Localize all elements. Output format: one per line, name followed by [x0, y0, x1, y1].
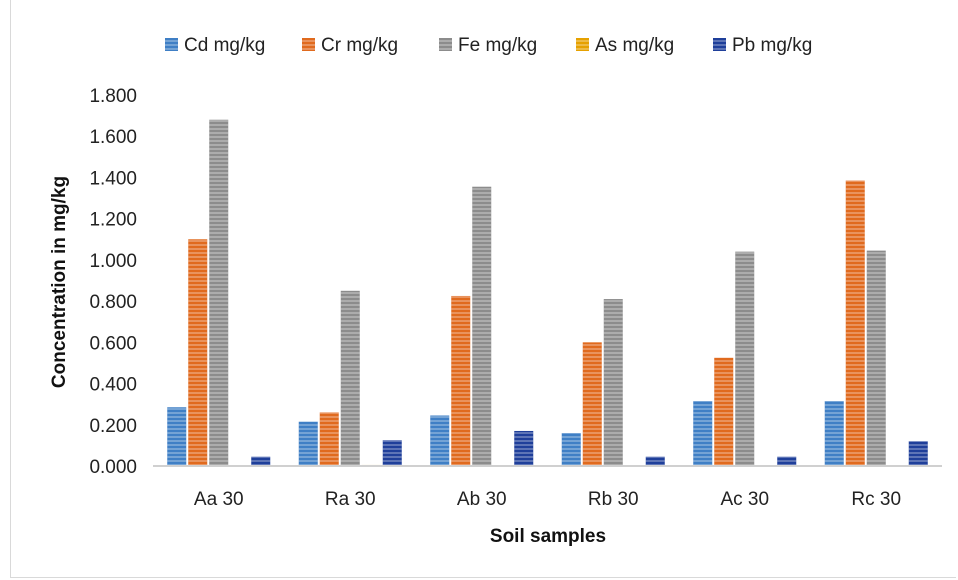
bar — [714, 357, 734, 466]
bar-stripes — [209, 119, 229, 466]
bar-stripes — [430, 415, 450, 466]
y-tick-label: 1.600 — [89, 127, 137, 148]
bar — [735, 251, 755, 466]
bar — [845, 180, 865, 466]
legend-label: Cr mg/kg — [321, 35, 398, 56]
legend-item: Cr mg/kg — [302, 35, 398, 56]
y-tick-label: 0.400 — [89, 375, 137, 396]
legend: Cd mg/kg Cr mg/kg Fe mg/kg As mg/kg Pb mg/kg — [165, 35, 812, 56]
bar-stripes — [582, 342, 602, 466]
bar — [603, 299, 623, 466]
bar-stripes — [777, 456, 797, 466]
y-tick-label: 0.800 — [89, 292, 137, 313]
x-tick-label: Ac 30 — [720, 489, 769, 510]
bar-stripes — [603, 299, 623, 466]
y-tick-label: 0.200 — [89, 416, 137, 437]
bar — [209, 119, 229, 466]
x-tick-label: Rb 30 — [588, 489, 639, 510]
bar-stripes — [319, 412, 339, 466]
legend-item: Cd mg/kg — [165, 35, 265, 56]
bar — [251, 456, 271, 466]
legend-label: Fe mg/kg — [458, 35, 537, 56]
bar-stripes — [693, 401, 713, 466]
bar — [188, 239, 208, 466]
bar-stripes — [188, 239, 208, 466]
bar-stripes — [824, 401, 844, 466]
bar-stripes — [298, 421, 318, 466]
x-tick-label: Ab 30 — [457, 489, 507, 510]
legend-swatch-stripes — [439, 38, 452, 51]
x-axis: Aa 30 Ra 30 Ab 30 Rb 30 Ac 30 Rc 30 — [153, 465, 942, 510]
y-tick-label: 1.000 — [89, 251, 137, 272]
bar — [298, 421, 318, 466]
legend-label: Cd mg/kg — [184, 35, 265, 56]
bar — [451, 295, 471, 466]
bar — [430, 415, 450, 466]
y-tick-label: 0.600 — [89, 333, 137, 354]
bar-stripes — [714, 357, 734, 466]
bar-stripes — [845, 180, 865, 466]
bar-stripes — [514, 430, 534, 466]
legend-swatch-stripes — [165, 38, 178, 51]
bar — [908, 441, 928, 466]
x-axis-title: Soil samples — [490, 526, 606, 547]
bar — [693, 401, 713, 466]
bar-stripes — [472, 186, 492, 466]
bar — [824, 401, 844, 466]
legend-swatch-stripes — [713, 38, 726, 51]
bar-stripes — [735, 251, 755, 466]
bar-stripes — [167, 407, 187, 466]
bar — [561, 433, 581, 466]
bar — [514, 430, 534, 466]
legend-swatch-stripes — [302, 38, 315, 51]
y-tick-label: 1.200 — [89, 210, 137, 231]
bar-stripes — [382, 440, 402, 466]
legend-item: Fe mg/kg — [439, 35, 537, 56]
x-tick-label: Rc 30 — [851, 489, 901, 510]
bar — [582, 342, 602, 466]
bar — [645, 456, 665, 466]
legend-swatch-stripes — [576, 38, 589, 51]
bar-stripes — [561, 433, 581, 466]
bar — [382, 440, 402, 466]
bar — [167, 407, 187, 466]
bar-stripes — [251, 456, 271, 466]
x-tick-label: Aa 30 — [194, 489, 244, 510]
y-tick-label: 1.800 — [89, 86, 137, 107]
y-axis-title: Concentration in mg/kg — [49, 176, 70, 388]
bar — [777, 456, 797, 466]
legend-label: Pb mg/kg — [732, 35, 812, 56]
bar-stripes — [451, 295, 471, 466]
y-axis: 0.000 0.200 0.400 0.600 0.800 1.000 1.200 1.400… — [89, 86, 137, 478]
bar-stripes — [866, 250, 886, 466]
bar-stripes — [645, 456, 665, 466]
bar-stripes — [908, 441, 928, 466]
bar-stripes — [340, 290, 360, 466]
legend-label: As mg/kg — [595, 35, 674, 56]
legend-item: As mg/kg — [576, 35, 674, 56]
bar — [866, 250, 886, 466]
x-tick-label: Ra 30 — [325, 489, 376, 510]
bars — [167, 119, 928, 466]
y-tick-label: 1.400 — [89, 168, 137, 189]
chart-frame — [10, 0, 956, 578]
bar — [472, 186, 492, 466]
legend-item: Pb mg/kg — [713, 35, 812, 56]
bar — [319, 412, 339, 466]
y-tick-label: 0.000 — [89, 457, 137, 478]
bar — [340, 290, 360, 466]
